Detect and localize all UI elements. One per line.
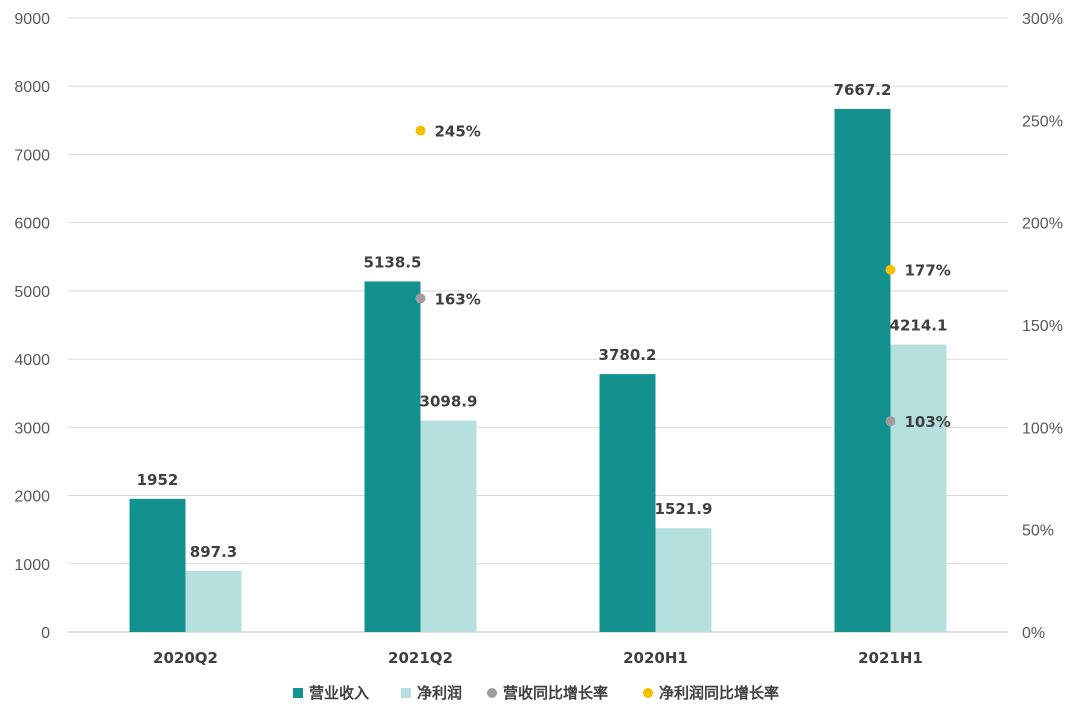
legend-label: 营业收入 bbox=[309, 684, 369, 702]
left-axis: 0 1000 2000 3000 4000 5000 6000 7000 8000 9000 bbox=[14, 11, 50, 642]
legend-label: 净利润 bbox=[417, 684, 462, 702]
category-label: 2021Q2 bbox=[388, 649, 453, 667]
legend-swatch bbox=[401, 688, 411, 698]
bar-value-label: 7667.2 bbox=[834, 81, 892, 99]
gridlines bbox=[68, 17, 1008, 633]
bar-value-label: 897.3 bbox=[190, 543, 237, 561]
point bbox=[885, 416, 896, 427]
right-tick-label: 250% bbox=[1022, 113, 1063, 130]
left-tick-label: 3000 bbox=[14, 420, 50, 437]
left-tick-label: 9000 bbox=[14, 11, 50, 28]
legend-marker bbox=[643, 688, 653, 698]
legend: 营业收入 净利润 营收同比增长率 净利润同比增长率 bbox=[293, 684, 779, 702]
points bbox=[415, 125, 896, 427]
left-tick-label: 0 bbox=[41, 625, 50, 642]
bar-value-label: 5138.5 bbox=[364, 253, 422, 271]
legend-marker bbox=[487, 688, 497, 698]
bar bbox=[364, 281, 421, 632]
bar bbox=[420, 420, 477, 632]
point-value-label: 177% bbox=[905, 262, 951, 280]
bar bbox=[129, 498, 186, 632]
bar bbox=[655, 528, 712, 632]
left-tick-label: 8000 bbox=[14, 79, 50, 96]
category-label: 2021H1 bbox=[858, 649, 923, 667]
bar-value-label: 1521.9 bbox=[655, 500, 713, 518]
bars bbox=[129, 108, 947, 632]
legend-swatch bbox=[293, 688, 303, 698]
category-label: 2020H1 bbox=[623, 649, 688, 667]
point-value-label: 245% bbox=[435, 123, 481, 141]
point-value-label: 103% bbox=[905, 413, 951, 431]
left-tick-label: 2000 bbox=[14, 489, 50, 506]
right-tick-label: 100% bbox=[1022, 420, 1063, 437]
bar-value-label: 4214.1 bbox=[890, 317, 948, 335]
point-value-label: 163% bbox=[435, 290, 481, 308]
right-tick-label: 0% bbox=[1022, 625, 1045, 642]
legend-label: 净利润同比增长率 bbox=[659, 684, 779, 702]
bar bbox=[890, 344, 947, 632]
bar-value-label: 3780.2 bbox=[599, 346, 657, 364]
left-tick-label: 4000 bbox=[14, 352, 50, 369]
point bbox=[415, 125, 426, 136]
right-axis: 0% 50% 100% 150% 200% 250% 300% bbox=[1022, 11, 1063, 642]
point bbox=[885, 264, 896, 275]
category-axis: 2020Q2 2021Q2 2020H1 2021H1 bbox=[153, 649, 923, 667]
point bbox=[415, 293, 426, 304]
right-tick-label: 150% bbox=[1022, 318, 1063, 335]
right-tick-label: 200% bbox=[1022, 216, 1063, 233]
left-tick-label: 6000 bbox=[14, 216, 50, 233]
legend-label: 营收同比增长率 bbox=[503, 684, 608, 702]
bar-value-label: 1952 bbox=[137, 471, 179, 489]
category-label: 2020Q2 bbox=[153, 649, 218, 667]
right-tick-label: 300% bbox=[1022, 11, 1063, 28]
left-tick-label: 5000 bbox=[14, 284, 50, 301]
left-tick-label: 1000 bbox=[14, 557, 50, 574]
bar bbox=[599, 374, 656, 632]
left-tick-label: 7000 bbox=[14, 147, 50, 164]
data-labels: 1952 5138.5 3780.2 7667.2 897.3 3098.9 1521.9 4… bbox=[137, 81, 951, 561]
bar-value-label: 3098.9 bbox=[420, 393, 478, 411]
right-tick-label: 50% bbox=[1022, 523, 1054, 540]
bar bbox=[185, 570, 242, 632]
bar bbox=[834, 108, 891, 632]
